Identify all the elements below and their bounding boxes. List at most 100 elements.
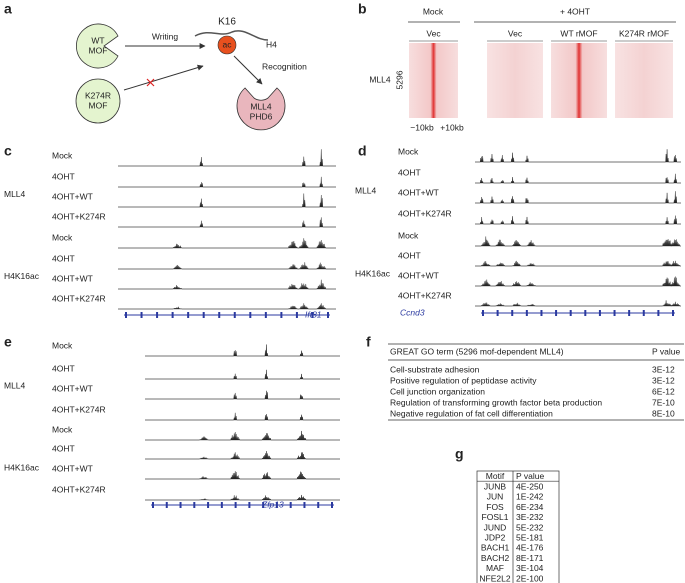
go-term: Negative regulation of fat cell differen…	[390, 408, 553, 418]
table-header: P value	[516, 471, 544, 481]
exon	[165, 502, 168, 508]
exon	[657, 310, 660, 316]
exon	[248, 502, 251, 508]
p-value: 8E-171	[516, 553, 544, 563]
exon	[202, 312, 205, 318]
track-label: Mock	[52, 150, 73, 160]
k274r-mof-shape	[75, 78, 121, 124]
axis-label: −10kb	[410, 122, 434, 132]
blocked-mark	[146, 78, 155, 87]
go-term: Regulation of transforming growth factor…	[390, 397, 602, 407]
track-label: Mock	[52, 232, 73, 242]
panel-letter: g	[455, 446, 464, 462]
p-value: 7E-10	[652, 397, 675, 407]
signal-peak	[145, 430, 340, 441]
signal-peak	[118, 303, 336, 310]
mll4-phd6-label: MLL4	[250, 101, 272, 111]
signal-peak	[145, 390, 340, 400]
group-label: H4K16ac	[355, 268, 391, 278]
heatmaps: Vec Vec WT rMOF K274R rMOF	[409, 28, 673, 118]
go-term: Cell-substrate adhesion	[390, 364, 480, 374]
writing-label: Writing	[152, 31, 179, 41]
exon	[540, 310, 543, 316]
exon	[234, 502, 237, 508]
exon	[496, 310, 499, 316]
condition-label: + 4OHT	[560, 6, 590, 16]
exon	[311, 312, 314, 318]
table-header: P value	[652, 346, 680, 356]
exon	[613, 310, 616, 316]
acetyl-mark	[217, 35, 237, 55]
exon	[569, 310, 572, 316]
panel-letter: d	[358, 143, 367, 159]
signal-peak	[118, 176, 336, 188]
signal-peak	[145, 471, 340, 480]
exon	[303, 502, 306, 508]
signal-peak	[118, 279, 336, 290]
k274r-mof-label: MOF	[89, 100, 108, 110]
go-term: Positive regulation of peptidase activit…	[390, 375, 537, 385]
recognition-label: Recognition	[262, 61, 307, 71]
track-label: Mock	[398, 146, 419, 156]
group-label: H4K16ac	[4, 271, 40, 281]
motif: JUN	[487, 492, 504, 502]
group-label: MLL4	[355, 185, 377, 195]
signal-peak	[118, 217, 336, 228]
p-value: 5E-232	[516, 522, 544, 532]
track-label: 4OHT+K274R	[52, 404, 106, 414]
count-label: 5296	[394, 70, 404, 89]
p-value: 3E-104	[516, 563, 544, 573]
exon	[218, 312, 221, 318]
signal-peak	[475, 215, 681, 225]
motif: JDP2	[485, 532, 506, 542]
exon	[220, 502, 223, 508]
column-label: Vec	[426, 28, 441, 38]
p-value: 4E-250	[516, 481, 544, 491]
signal-peak	[118, 238, 336, 249]
signal-peak	[475, 260, 681, 267]
exon	[289, 502, 292, 508]
signal-peak	[475, 173, 681, 184]
row-label: MLL4	[369, 74, 391, 84]
signal-peak	[145, 494, 340, 501]
heatmap	[615, 43, 673, 118]
signal-peak	[475, 300, 681, 307]
exon	[317, 502, 320, 508]
k274r-mof-label: K274R	[85, 90, 111, 100]
arrow	[123, 64, 204, 91]
track-label: 4OHT	[52, 443, 75, 453]
mll4-phd6-label: PHD6	[250, 111, 273, 121]
exon	[672, 310, 674, 316]
exon	[262, 502, 265, 508]
track-label: 4OHT+WT	[52, 463, 93, 473]
exon	[280, 312, 283, 318]
wt-mof-shape	[76, 23, 119, 69]
exon	[598, 310, 601, 316]
heatmap	[487, 43, 543, 118]
panel-letter: b	[358, 1, 367, 17]
p-value: 2E-100	[516, 573, 544, 583]
track-label: 4OHT	[52, 171, 75, 181]
exon	[511, 310, 514, 316]
heatmap	[551, 43, 607, 118]
exon	[482, 310, 484, 316]
exon	[207, 502, 210, 508]
signal-peak	[475, 191, 681, 204]
track-label: 4OHT+WT	[52, 273, 93, 283]
track-label: Mock	[52, 424, 73, 434]
heatmap	[409, 43, 458, 118]
panel-letter: c	[4, 143, 12, 159]
exon	[628, 310, 631, 316]
wt-mof-label: WT	[91, 35, 104, 45]
signal-peak	[118, 193, 336, 208]
motif: JUNB	[484, 481, 507, 491]
exon	[264, 312, 267, 318]
histone-tail	[194, 30, 269, 41]
gene-label: Ccnd3	[400, 307, 425, 317]
p-value: 5E-181	[516, 532, 544, 542]
condition-label: Mock	[423, 6, 444, 16]
track-label: 4OHT+K274R	[398, 208, 452, 218]
signal-peak	[475, 149, 681, 163]
signal-peak	[145, 451, 340, 460]
panel-letter: a	[4, 1, 12, 17]
